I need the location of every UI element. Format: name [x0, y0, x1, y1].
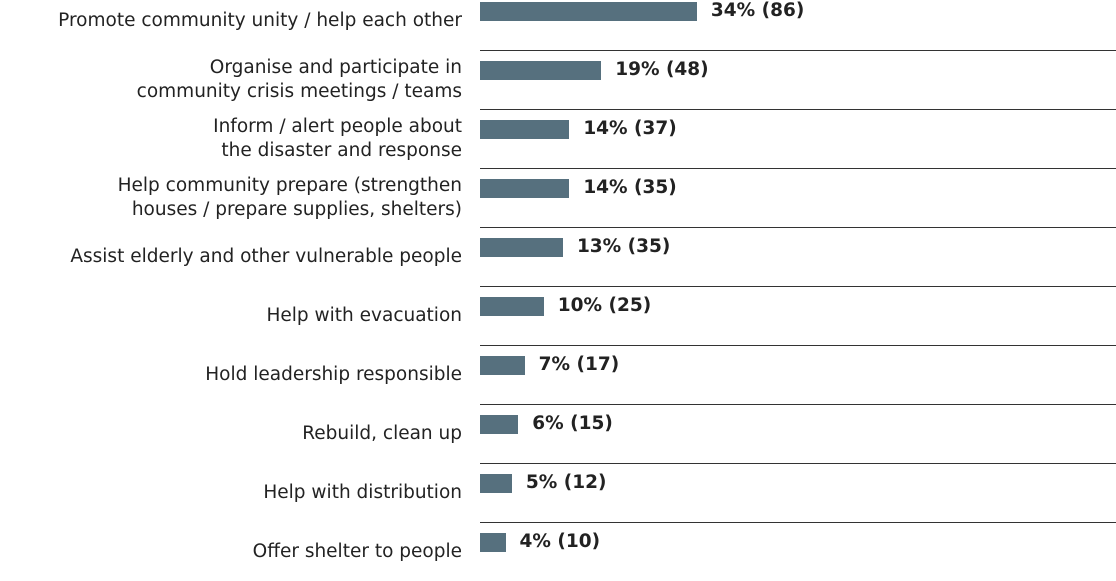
- separator: [480, 50, 1116, 51]
- bar: [480, 356, 525, 375]
- separator: [480, 286, 1116, 287]
- bar-row: Help with distribution 5% (12): [0, 463, 1116, 522]
- bar: [480, 297, 544, 316]
- category-label: Organise and participate in community cr…: [136, 56, 462, 102]
- bar: [480, 61, 602, 80]
- value-label: 14% (35): [583, 177, 677, 198]
- value-label: 13% (35): [576, 236, 671, 257]
- bar-row: Organise and participate in community cr…: [0, 50, 1116, 109]
- separator: [480, 227, 1116, 228]
- separator: [480, 168, 1116, 169]
- bar: [480, 415, 519, 434]
- separator: [480, 463, 1116, 464]
- value-label: 5% (12): [525, 472, 607, 493]
- value-label: 6% (15): [532, 413, 613, 434]
- category-label: Assist elderly and other vulnerable peop…: [70, 245, 462, 267]
- bar: [480, 120, 570, 139]
- category-label: Rebuild, clean up: [302, 422, 462, 444]
- bar-row: Offer shelter to people 4% (10): [0, 522, 1116, 581]
- separator: [480, 404, 1116, 405]
- value-label: 7% (17): [538, 354, 620, 375]
- bar-row: Rebuild, clean up 6% (15): [0, 404, 1116, 463]
- category-label: Offer shelter to people: [252, 540, 462, 562]
- separator: [480, 345, 1116, 346]
- bar: [480, 179, 570, 198]
- category-label: Help with evacuation: [266, 304, 462, 326]
- value-label: 10% (25): [557, 295, 652, 316]
- value-label: 34% (86): [710, 0, 805, 21]
- value-label: 14% (37): [583, 118, 677, 139]
- category-label: Promote community unity / help each othe…: [58, 9, 462, 31]
- bar-row: Help community prepare (strengthen house…: [0, 168, 1116, 227]
- category-label: Help community prepare (strengthen house…: [117, 174, 462, 220]
- bar-row: Promote community unity / help each othe…: [0, 0, 1116, 50]
- value-label: 19% (48): [615, 59, 709, 80]
- category-label: Inform / alert people about the disaster…: [213, 115, 462, 161]
- bar: [480, 533, 506, 552]
- separator: [480, 109, 1116, 110]
- bar: [480, 238, 563, 257]
- bar: [480, 2, 697, 21]
- bar-row: Hold leadership responsible 7% (17): [0, 345, 1116, 404]
- bar-row: Inform / alert people about the disaster…: [0, 109, 1116, 168]
- separator: [480, 522, 1116, 523]
- bar-row: Help with evacuation 10% (25): [0, 286, 1116, 345]
- category-label: Hold leadership responsible: [205, 363, 462, 385]
- bar-row: Assist elderly and other vulnerable peop…: [0, 227, 1116, 286]
- value-label: 4% (10): [519, 531, 601, 552]
- bar: [480, 474, 512, 493]
- category-label: Help with distribution: [263, 481, 462, 503]
